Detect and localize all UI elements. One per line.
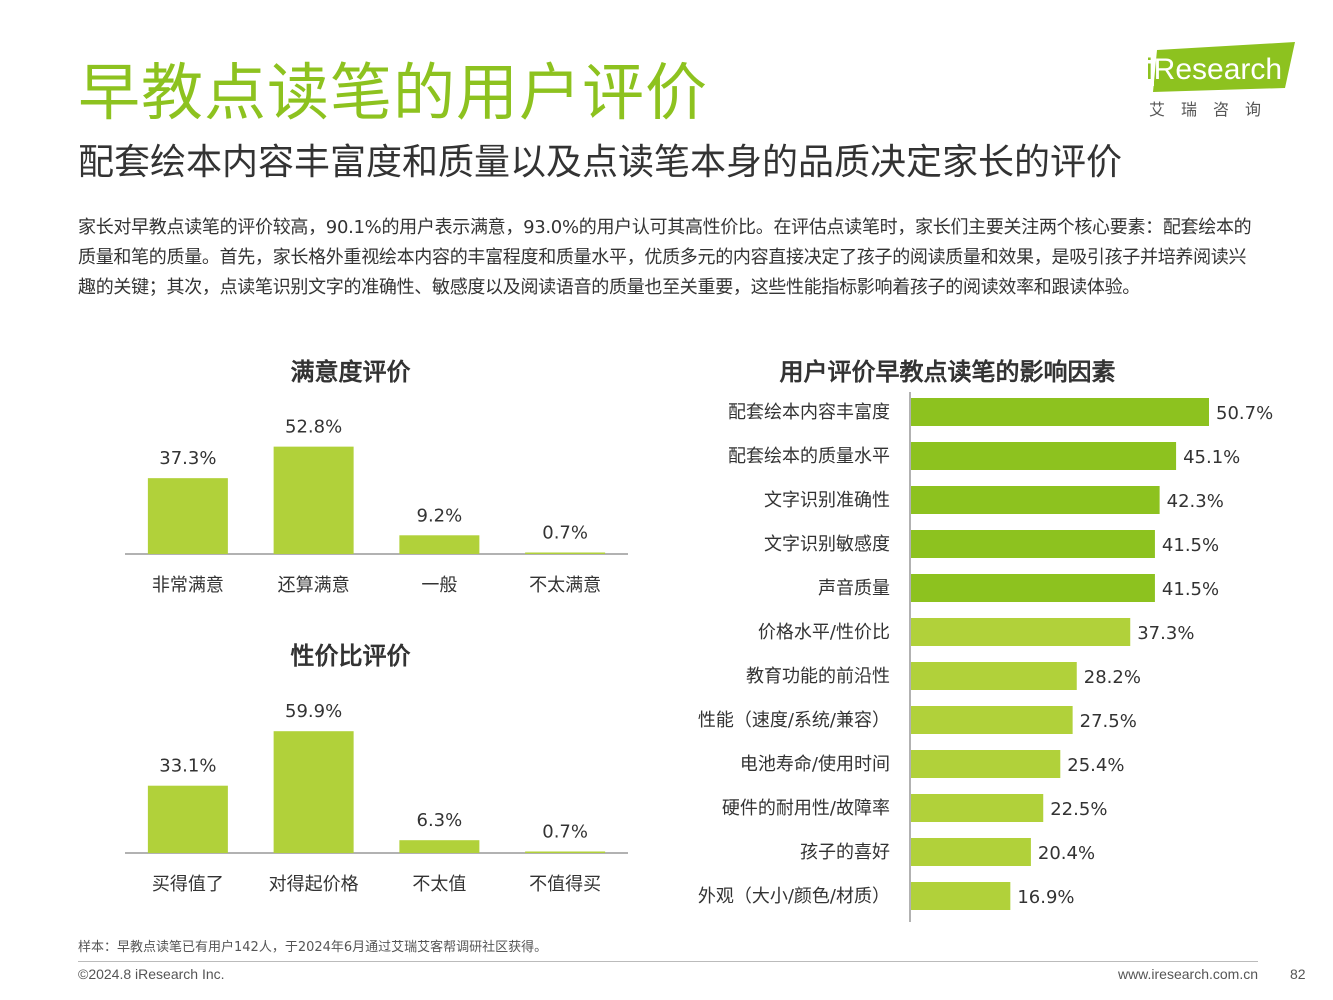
factor-category-label-8: 性能（速度/系统/兼容） — [698, 710, 890, 731]
logo-chinese-name: 艾瑞咨询 — [1149, 100, 1278, 119]
factor-bar-8 — [911, 706, 1073, 734]
iresearch-logo: iResearch 艾瑞咨询 — [1145, 40, 1300, 120]
value-bar-2 — [273, 731, 354, 853]
factor-bar-10 — [911, 794, 1044, 822]
logo-banner-shape — [1153, 42, 1295, 92]
value-category-label-1: 买得值了 — [152, 874, 224, 895]
value-bar-4 — [525, 851, 606, 853]
satisfaction-bar-2 — [273, 446, 354, 554]
factor-value-label-3: 42.3% — [1167, 491, 1224, 512]
logo-research-text: Research — [1153, 53, 1283, 86]
factor-category-label-11: 孩子的喜好 — [800, 842, 890, 863]
satisfaction-category-label-1: 非常满意 — [152, 575, 224, 596]
factor-value-label-2: 45.1% — [1183, 447, 1240, 468]
value-bar-3 — [399, 840, 480, 853]
page-number: 82 — [1290, 966, 1306, 982]
factor-category-label-4: 文字识别敏感度 — [764, 534, 890, 555]
factor-bar-4 — [911, 530, 1155, 558]
factor-value-label-5: 41.5% — [1162, 579, 1219, 600]
satisfaction-value-label-3: 9.2% — [417, 505, 463, 526]
factor-bar-7 — [911, 662, 1077, 690]
satisfaction-category-label-4: 不太满意 — [529, 575, 601, 596]
satisfaction-bar-3 — [399, 535, 480, 554]
factor-category-label-12: 外观（大小/颜色/材质） — [698, 886, 890, 907]
factor-value-label-1: 50.7% — [1216, 403, 1273, 424]
factors-chart-title: 用户评价早教点读笔的影响因素 — [779, 358, 1116, 386]
factor-category-label-6: 价格水平/性价比 — [758, 622, 890, 643]
factor-category-label-3: 文字识别准确性 — [764, 490, 890, 511]
factor-bar-1 — [911, 398, 1209, 426]
satisfaction-value-label-4: 0.7% — [542, 523, 588, 544]
factor-bar-2 — [911, 442, 1177, 470]
value-chart-title: 性价比评价 — [290, 642, 411, 670]
factor-bar-5 — [911, 574, 1155, 602]
satisfaction-bar-1 — [147, 478, 228, 554]
factor-category-label-7: 教育功能的前沿性 — [746, 666, 890, 687]
factor-value-label-12: 16.9% — [1017, 887, 1074, 908]
factor-value-label-6: 37.3% — [1137, 623, 1194, 644]
logo-i-letter: i — [1145, 53, 1154, 86]
value-bar-1 — [147, 785, 228, 853]
value-value-label-3: 6.3% — [417, 810, 463, 831]
factor-bar-6 — [911, 618, 1131, 646]
factor-value-label-8: 27.5% — [1080, 711, 1137, 732]
satisfaction-category-label-3: 一般 — [421, 575, 457, 596]
factor-category-label-1: 配套绘本内容丰富度 — [728, 402, 890, 423]
page-subtitle: 配套绘本内容丰富度和质量以及点读笔本身的品质决定家长的评价 — [78, 142, 1123, 183]
factor-value-label-7: 28.2% — [1084, 667, 1141, 688]
factor-bar-12 — [911, 882, 1011, 910]
value-category-label-3: 不太值 — [412, 874, 466, 895]
factor-value-label-4: 41.5% — [1162, 535, 1219, 556]
factor-bar-9 — [911, 750, 1061, 778]
satisfaction-value-label-1: 37.3% — [159, 448, 216, 469]
factor-bar-11 — [911, 838, 1031, 866]
value-category-label-2: 对得起价格 — [269, 874, 359, 895]
value-category-label-4: 不值得买 — [529, 874, 601, 895]
logo-wordmark: iResearch — [1145, 50, 1282, 90]
value-value-label-4: 0.7% — [542, 822, 588, 843]
sample-note: 样本：早教点读笔已有用户142人，于2024年6月通过艾瑞艾客帮调研社区获得。 — [78, 940, 548, 955]
satisfaction-value-label-2: 52.8% — [285, 417, 342, 438]
factor-category-label-5: 声音质量 — [818, 578, 890, 599]
footer-divider — [78, 961, 1258, 962]
factor-value-label-10: 22.5% — [1050, 799, 1107, 820]
value-value-label-1: 33.1% — [159, 756, 216, 777]
page-title: 早教点读笔的用户评价 — [78, 56, 709, 129]
factor-value-label-11: 20.4% — [1038, 843, 1095, 864]
copyright-text: ©2024.8 iResearch Inc. — [78, 966, 225, 982]
factor-value-label-9: 25.4% — [1067, 755, 1124, 776]
factor-category-label-9: 电池寿命/使用时间 — [740, 754, 890, 775]
value-value-label-2: 59.9% — [285, 701, 342, 722]
factor-category-label-2: 配套绘本的质量水平 — [728, 446, 890, 467]
website-link[interactable]: www.iresearch.com.cn — [1117, 966, 1258, 982]
satisfaction-chart-title: 满意度评价 — [290, 358, 411, 386]
factor-category-label-10: 硬件的耐用性/故障率 — [722, 798, 890, 819]
satisfaction-bar-4 — [525, 552, 606, 554]
satisfaction-category-label-2: 还算满意 — [278, 575, 350, 596]
factor-bar-3 — [911, 486, 1160, 514]
summary-paragraph: 家长对早教点读笔的评价较高，90.1%的用户表示满意，93.0%的用户认可其高性… — [78, 217, 1252, 298]
